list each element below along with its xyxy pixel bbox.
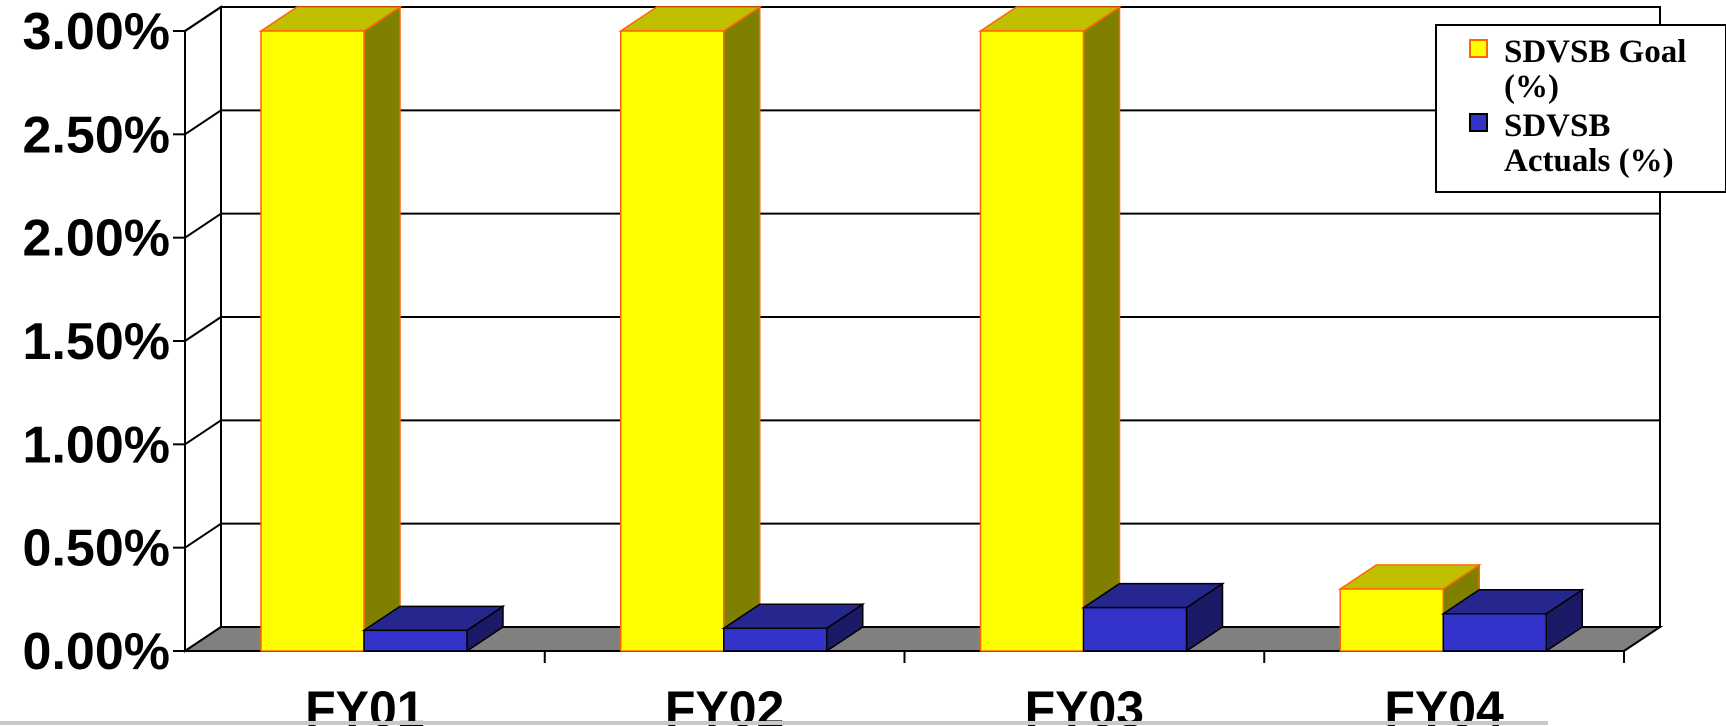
- bar-goal: [620, 30, 725, 652]
- legend-swatch-goal: [1469, 39, 1488, 58]
- y-tick-label: 1.50%: [23, 313, 170, 371]
- x-tick-label: FY04: [1384, 681, 1504, 726]
- legend-label: SDVSB: [1504, 108, 1610, 144]
- y-tick-label: 0.00%: [23, 623, 170, 681]
- y-tick-label: 1.00%: [23, 416, 170, 474]
- bar-side: [363, 5, 401, 653]
- gridline-side: [184, 522, 222, 549]
- y-tick-label: 0.50%: [23, 520, 170, 578]
- bar-goal: [1339, 588, 1444, 652]
- bar-actuals: [1082, 606, 1188, 652]
- bar-side: [1082, 5, 1121, 653]
- bar-goal: [260, 30, 365, 652]
- x-tick-label: FY02: [665, 681, 785, 726]
- x-tick-label: FY01: [305, 681, 425, 726]
- bar-side: [723, 5, 761, 653]
- gridline-side: [184, 212, 222, 239]
- gridline-side: [184, 6, 222, 32]
- gridline-side: [184, 109, 222, 136]
- y-tick-label: 3.00%: [23, 3, 170, 61]
- gridline-side: [184, 419, 222, 446]
- legend-label: (%): [1504, 69, 1559, 105]
- legend-label: Actuals (%): [1504, 143, 1674, 179]
- legend-swatch-actuals: [1469, 113, 1488, 132]
- y-tick-label: 2.50%: [23, 106, 170, 164]
- y-tick-label: 2.00%: [23, 210, 170, 268]
- bar-actuals: [1442, 613, 1547, 652]
- x-tick-label: FY03: [1025, 681, 1145, 726]
- legend-label: SDVSB Goal: [1504, 34, 1686, 70]
- bar-actuals: [723, 627, 828, 652]
- bar-actuals: [363, 629, 468, 652]
- gridline-side: [184, 316, 222, 342]
- bar-goal: [979, 30, 1085, 652]
